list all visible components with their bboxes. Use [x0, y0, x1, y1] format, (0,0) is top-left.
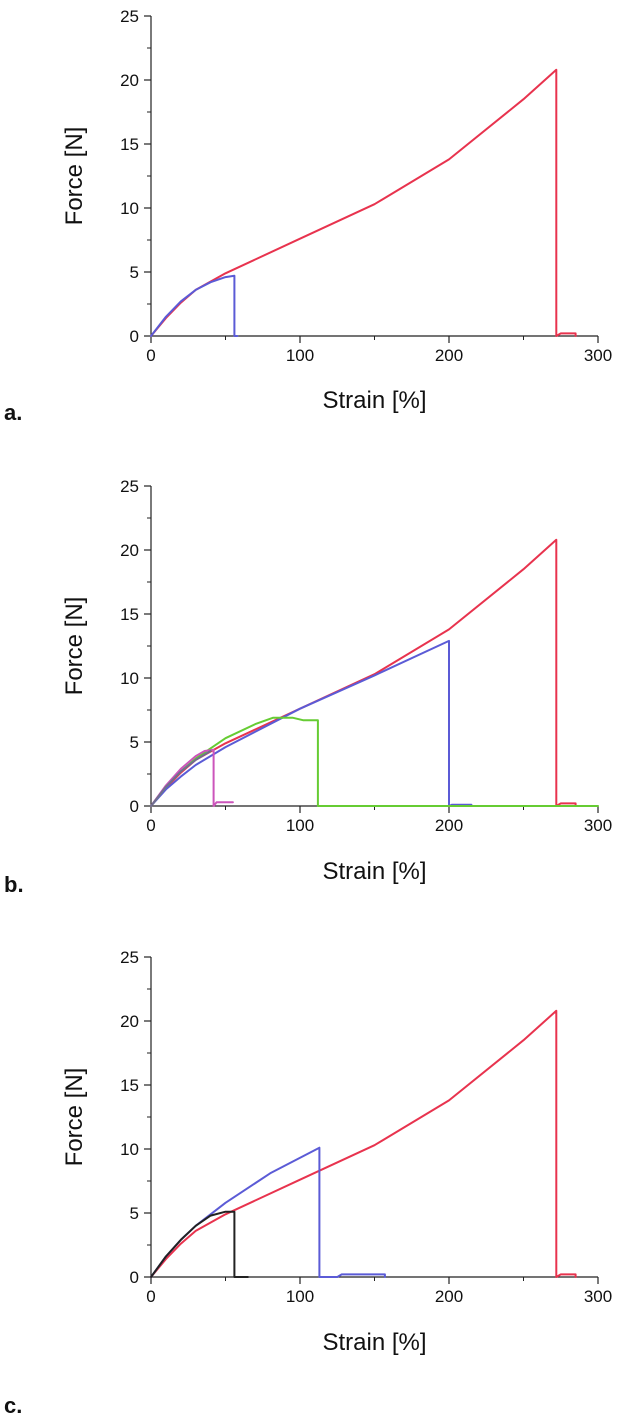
y-tick-label: 0: [130, 1268, 139, 1287]
y-tick-label: 15: [120, 1076, 139, 1095]
x-tick-label: 0: [146, 816, 155, 835]
y-tick-label: 25: [120, 477, 139, 496]
x-tick-label: 100: [286, 816, 314, 835]
series-line-3: [150, 716, 599, 807]
y-axis-title: Force [N]: [61, 1068, 88, 1167]
x-axis-title: Strain [%]: [322, 858, 426, 885]
y-axis-title: Force [N]: [61, 127, 88, 226]
series-line-1: [150, 1009, 577, 1278]
x-tick-label: 200: [435, 346, 463, 365]
x-tick-label: 300: [584, 1287, 612, 1306]
panel-label: a.: [4, 400, 22, 425]
x-tick-label: 300: [584, 346, 612, 365]
series-line-2: [150, 274, 239, 337]
y-tick-label: 0: [130, 797, 139, 816]
y-tick-label: 5: [130, 263, 139, 282]
y-tick-label: 10: [120, 199, 139, 218]
y-tick-label: 10: [120, 1140, 139, 1159]
y-tick-label: 25: [120, 948, 139, 967]
x-tick-label: 300: [584, 816, 612, 835]
series-line-5: [150, 750, 212, 807]
y-tick-label: 10: [120, 669, 139, 688]
y-tick-label: 0: [130, 327, 139, 346]
y-tick-label: 20: [120, 541, 139, 560]
x-axis-title: Strain [%]: [322, 387, 426, 414]
y-tick-label: 20: [120, 1012, 139, 1031]
series-line-1: [150, 68, 577, 337]
series-line-2: [150, 1146, 386, 1278]
x-tick-label: 200: [435, 1287, 463, 1306]
y-tick-label: 5: [130, 733, 139, 752]
x-tick-label: 100: [286, 1287, 314, 1306]
y-tick-label: 5: [130, 1204, 139, 1223]
x-tick-label: 0: [146, 1287, 155, 1306]
y-tick-label: 25: [120, 7, 139, 26]
series-line-3: [150, 1210, 249, 1278]
panel-label: c.: [4, 1393, 22, 1418]
panel-label: b.: [4, 872, 24, 897]
series-line-1: [150, 538, 577, 807]
series-line-4: [150, 748, 234, 807]
y-axis-title: Force [N]: [61, 597, 88, 696]
x-tick-label: 100: [286, 346, 314, 365]
x-tick-label: 200: [435, 816, 463, 835]
y-tick-label: 20: [120, 71, 139, 90]
series-line-2: [150, 639, 473, 807]
y-tick-label: 15: [120, 135, 139, 154]
y-tick-label: 15: [120, 605, 139, 624]
x-axis-title: Strain [%]: [322, 1329, 426, 1356]
x-tick-label: 0: [146, 346, 155, 365]
